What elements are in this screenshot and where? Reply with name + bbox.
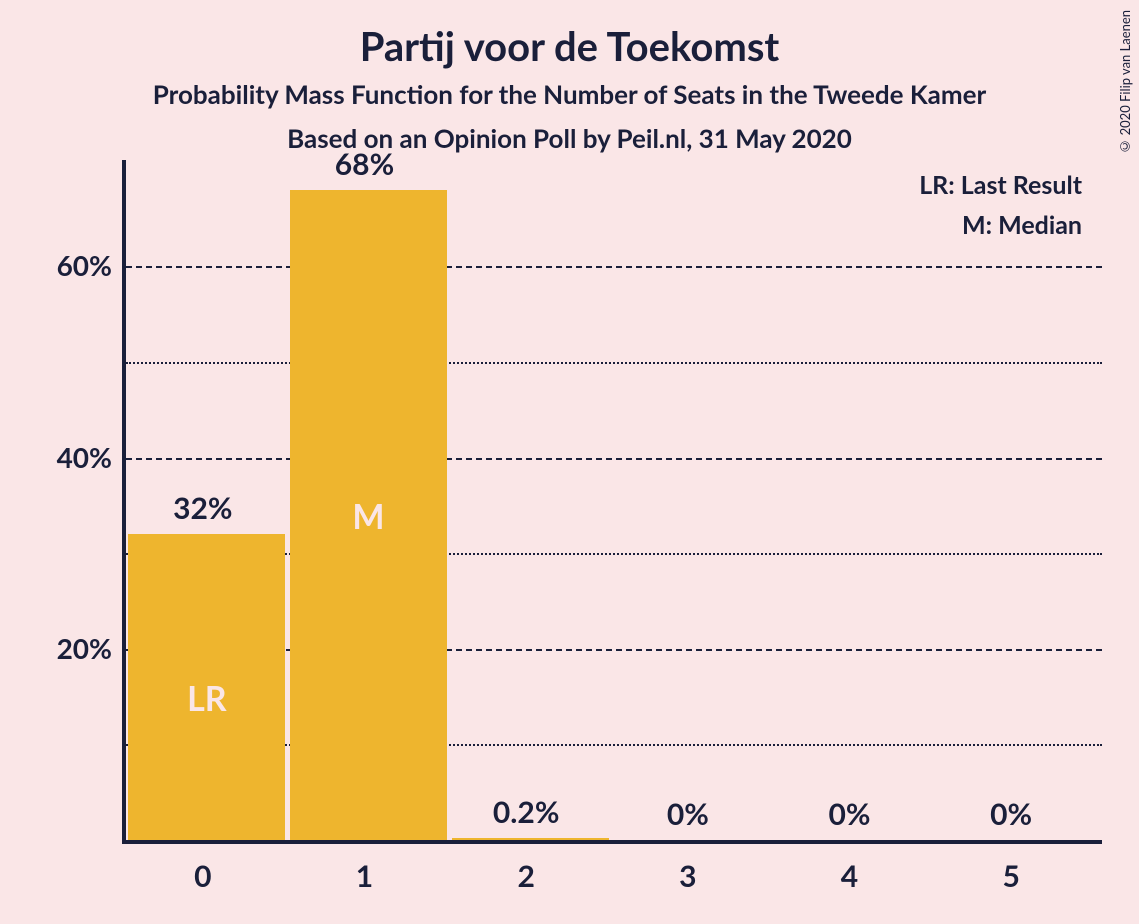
chart-container: Partij voor de Toekomst Probability Mass… <box>0 0 1139 924</box>
bar-inner-label: LR <box>128 678 285 719</box>
bar: M <box>290 190 447 840</box>
plot-area: 20%40%60%LR32%0M68%10.2%20%30%40%5LR: La… <box>122 190 1092 840</box>
bar-value-label: 0% <box>769 796 931 832</box>
gridline-major <box>126 266 1102 268</box>
bar-value-label: 0.2% <box>445 794 607 830</box>
bar-value-label: 32% <box>122 490 284 526</box>
gridline-minor <box>126 362 1102 364</box>
x-axis <box>122 840 1102 844</box>
xtick-label: 1 <box>284 858 446 894</box>
ytick-label: 20% <box>32 631 112 665</box>
bar: LR <box>128 534 285 840</box>
bar-inner-label: M <box>290 496 447 537</box>
chart-subtitle-2: Based on an Opinion Poll by Peil.nl, 31 … <box>0 122 1139 154</box>
legend-m: M: Median <box>962 210 1082 240</box>
bar-value-label: 68% <box>284 146 446 182</box>
chart-subtitle-1: Probability Mass Function for the Number… <box>0 78 1139 110</box>
xtick-label: 2 <box>445 858 607 894</box>
xtick-label: 3 <box>607 858 769 894</box>
bar-value-label: 0% <box>930 796 1092 832</box>
gridline-major <box>126 458 1102 460</box>
chart-title: Partij voor de Toekomst <box>0 22 1139 70</box>
xtick-label: 0 <box>122 858 284 894</box>
ytick-label: 60% <box>32 248 112 282</box>
bar-value-label: 0% <box>607 796 769 832</box>
legend-lr: LR: Last Result <box>919 170 1082 200</box>
ytick-label: 40% <box>32 440 112 474</box>
bar <box>452 838 609 840</box>
xtick-label: 4 <box>769 858 931 894</box>
xtick-label: 5 <box>930 858 1092 894</box>
copyright-text: © 2020 Filip van Laenen <box>1117 10 1133 155</box>
